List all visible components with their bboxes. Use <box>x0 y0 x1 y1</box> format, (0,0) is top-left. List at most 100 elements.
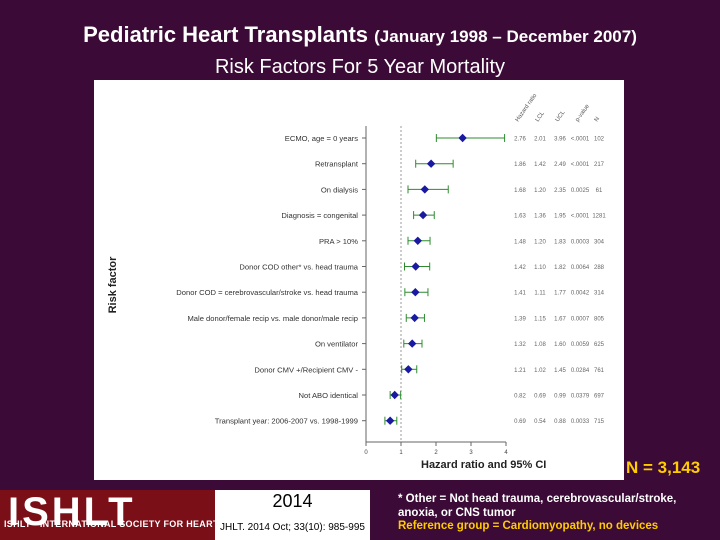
citation-reference: JHLT. 2014 Oct; 33(10): 985-995 <box>220 522 365 533</box>
table-cell: 0.0003 <box>571 239 590 245</box>
table-cell: 1.39 <box>514 316 526 322</box>
reference-group-note: Reference group = Cardiomyopathy, no dev… <box>398 520 659 532</box>
table-cell: 1.45 <box>554 368 566 374</box>
citation-year: 2014 <box>272 491 313 511</box>
row-label: Retransplant <box>315 160 359 169</box>
table-cell: 1.67 <box>554 316 566 322</box>
ishlt-logo: ISHLT ISHLT • INTERNATIONAL SOCIETY FOR … <box>0 490 366 540</box>
table-cell: 61 <box>596 188 603 194</box>
table-cell: 0.88 <box>554 419 566 425</box>
table-cell: 0.82 <box>514 394 526 400</box>
table-cell: 1.36 <box>534 214 546 220</box>
slide-title-date-range: (January 1998 – December 2007) <box>374 27 637 46</box>
x-tick-label: 3 <box>469 450 473 456</box>
table-cell: 1.02 <box>534 368 546 374</box>
chart-panel: 0 1 2 3 4 Hazard ratio and 95% CI Risk factor H… <box>94 80 624 480</box>
table-cell: 0.54 <box>534 419 546 425</box>
hazard-ratio-marker <box>404 365 413 374</box>
table-cell: 1.20 <box>534 239 546 245</box>
table-cell: 0.0284 <box>571 368 590 374</box>
table-cell: 1.83 <box>554 239 566 245</box>
table-cell: 805 <box>594 316 605 322</box>
hazard-ratio-marker <box>408 339 417 348</box>
table-cell: 2.35 <box>554 188 566 194</box>
table-cell: 1.82 <box>554 265 566 271</box>
table-cell: 1.08 <box>534 342 546 348</box>
row-label: Male donor/female recip vs. male donor/m… <box>187 314 358 323</box>
table-cell: 102 <box>594 137 605 143</box>
slide-title: Pediatric Heart Transplants (January 199… <box>0 22 720 48</box>
table-cell: 3.96 <box>554 137 566 143</box>
hazard-ratio-marker <box>411 262 420 271</box>
table-cell: 0.99 <box>554 394 566 400</box>
table-cell: 0.69 <box>534 394 546 400</box>
table-cell: 1.95 <box>554 214 566 220</box>
table-cell: <.0001 <box>571 214 590 220</box>
table-cell: 2.76 <box>514 137 526 143</box>
table-cell: 2.01 <box>534 137 546 143</box>
table-cell: 715 <box>594 419 605 425</box>
slide-subtitle: Risk Factors For 5 Year Mortality <box>214 56 506 78</box>
table-cell: 0.0033 <box>571 419 590 425</box>
hazard-ratio-marker <box>385 416 395 425</box>
row-label: Diagnosis = congenital <box>281 211 358 220</box>
table-cell: <.0001 <box>571 162 590 168</box>
row-label: On dialysis <box>321 185 358 194</box>
table-cell: 761 <box>594 368 605 374</box>
hazard-ratio-marker <box>390 390 399 400</box>
table-cell: 314 <box>594 291 605 297</box>
table-cell: 0.0059 <box>571 342 590 348</box>
x-axis-label: Hazard ratio and 95% CI <box>421 459 546 471</box>
table-cell: 1.48 <box>514 239 526 245</box>
row-label: Donor CMV +/Recipient CMV - <box>254 365 358 374</box>
table-cell: 1.15 <box>534 316 546 322</box>
slide-title-main: Pediatric Heart Transplants <box>83 22 369 47</box>
table-cell: 1.21 <box>514 368 526 374</box>
table-cell: 1.10 <box>534 265 546 271</box>
column-header: LCL <box>535 110 547 123</box>
table-cell: 1.42 <box>534 162 546 168</box>
table-cell: 217 <box>594 162 605 168</box>
table-cell: 1.11 <box>534 291 546 297</box>
column-header: p-value <box>575 103 592 123</box>
row-label: Transplant year: 2006-2007 vs. 1998-1999 <box>215 417 358 426</box>
table-cell: 1.86 <box>514 162 526 168</box>
table-cell: 0.0025 <box>571 188 590 194</box>
table-cell: 0.0379 <box>571 394 590 400</box>
row-label: PRA > 10% <box>319 237 358 246</box>
sample-size-label: N = 3,143 <box>626 458 701 477</box>
table-cell: 1.42 <box>514 265 526 271</box>
row-label: ECMO, age = 0 years <box>285 134 358 143</box>
table-cell: 625 <box>594 342 605 348</box>
table-cell: 2.49 <box>554 162 566 168</box>
table-cell: 697 <box>594 394 605 400</box>
table-cell: 1.68 <box>514 188 526 194</box>
hazard-ratio-marker <box>458 133 467 143</box>
footnote: * Other = Not head trauma, cerebrovascul… <box>398 493 677 519</box>
row-label: Not ABO identical <box>298 391 358 400</box>
x-tick-label: 2 <box>434 450 438 456</box>
hazard-ratio-marker <box>418 210 428 220</box>
table-cell: 1.32 <box>514 342 526 348</box>
table-cell: <.0001 <box>571 137 590 143</box>
row-label: Donor COD other* vs. head trauma <box>239 263 358 272</box>
table-cell: 1.60 <box>554 342 566 348</box>
hazard-ratio-marker <box>420 185 429 194</box>
x-tick-label: 1 <box>399 450 403 456</box>
hazard-ratio-marker <box>426 159 436 168</box>
column-header: UCL <box>555 109 567 123</box>
ishlt-logo-text: ISHLT <box>8 490 136 534</box>
ishlt-logo-tagline: ISHLT • INTERNATIONAL SOCIETY FOR HEART … <box>4 519 367 529</box>
hazard-ratio-marker <box>410 313 419 323</box>
table-cell: 304 <box>594 239 605 245</box>
x-tick-label: 4 <box>504 450 508 456</box>
table-cell: 0.0042 <box>571 291 590 297</box>
y-axis-label: Risk factor <box>107 256 119 314</box>
table-cell: 0.0007 <box>571 316 590 322</box>
table-cell: 1.20 <box>534 188 546 194</box>
row-label: On ventilator <box>315 340 359 349</box>
table-cell: 0.69 <box>514 419 526 425</box>
table-cell: 288 <box>594 265 605 271</box>
column-header: N <box>594 116 601 123</box>
